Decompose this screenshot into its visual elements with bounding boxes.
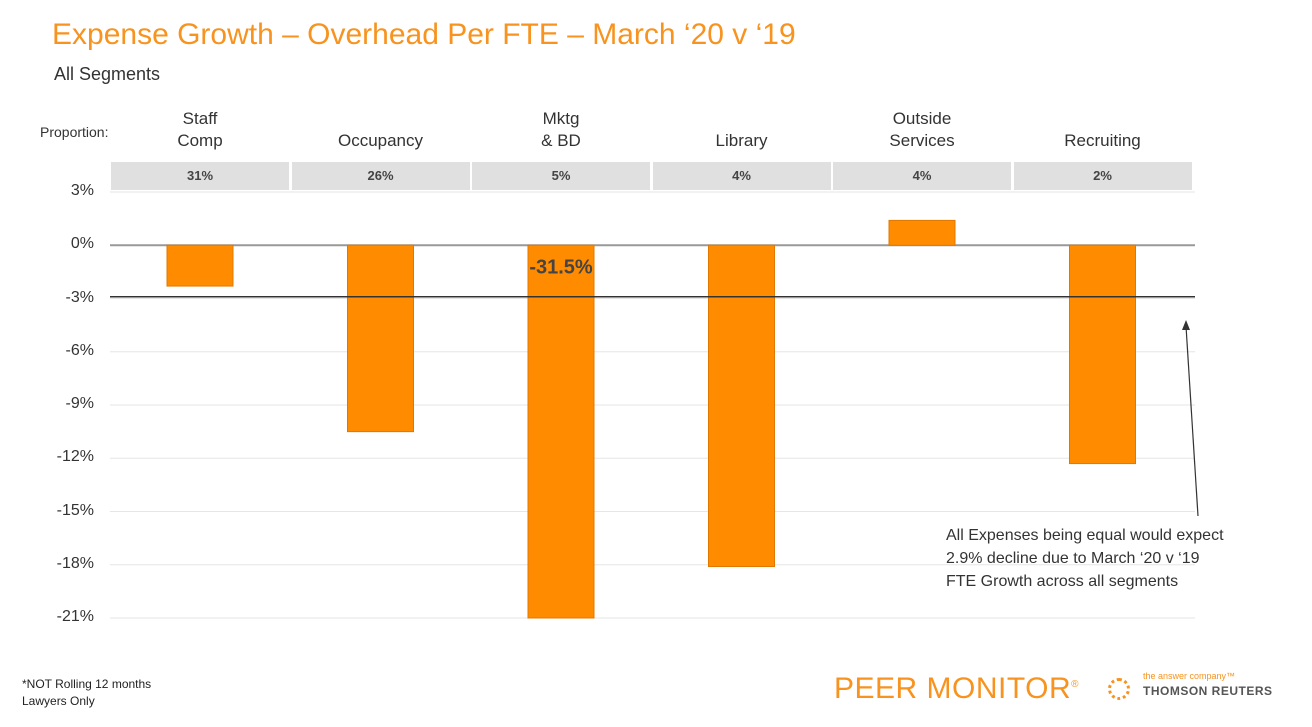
category-label: Library [657,130,827,152]
subtitle: All Segments [54,64,161,84]
y-tick-label: 0% [70,235,94,253]
proportion-value: 4% [652,162,831,190]
category-label-line: Services [889,131,955,150]
category-label: Outside Services [837,108,1007,152]
annotation: All Expenses being equal would expect 2.… [946,524,1224,593]
y-tick-label: -3% [65,288,94,306]
tagline: the answer company™ [1143,671,1236,681]
proportion-value: 26% [291,162,470,190]
thomson-reuters-logo: THOMSON REUTERS [1143,684,1273,698]
footnote-line: Lawyers Only [22,694,95,708]
category-label-line: Comp [177,131,223,150]
thomson-reuters-dots-icon [1108,678,1130,700]
category-label-line: Outside [892,109,952,128]
annotation-arrow [1185,325,1199,517]
bar [527,244,595,619]
bar [166,244,234,287]
category-label: Staff Comp [115,108,285,152]
y-tick-label: 3% [70,182,94,199]
peer-monitor-logo: PEER MONITOR® [834,672,1080,705]
category-label-line: Library [715,131,768,150]
peer-monitor-text: PEER MONITOR [834,672,1072,705]
bar [708,244,775,568]
category-label-line: & BD [541,131,581,150]
y-tick-label: -15% [56,501,94,519]
footnote-line: *NOT Rolling 12 months [22,677,152,691]
category-label-line: Staff [182,109,218,128]
proportion-label: Proportion: [40,124,109,140]
y-tick-label: -21% [56,608,94,625]
bar-data-label: -31.5% [529,256,593,278]
bar [888,219,956,246]
y-tick-label: -18% [56,554,94,572]
arrow-head-icon [1182,320,1190,330]
y-tick-label: -9% [65,395,94,412]
page-title: Expense Growth – Overhead Per FTE – Marc… [52,18,796,51]
proportion-value: 2% [1013,162,1192,190]
category-label-line: Recruiting [1064,131,1141,150]
bar [1069,244,1136,465]
footnote: *NOT Rolling 12 months Lawyers Only [22,676,151,710]
category-label: Mktg & BD [476,108,646,152]
bar [347,244,414,433]
category-label: Occupancy [296,130,466,152]
y-tick-label: -6% [65,341,94,359]
category-label: Recruiting [1018,130,1188,152]
category-label-line: Mktg [542,109,580,128]
proportion-value: 31% [111,162,289,190]
annotation-line: All Expenses being equal would expect [946,527,1224,544]
proportion-value: 5% [472,162,650,190]
y-tick-label: -12% [56,448,94,466]
category-label-line: Occupancy [337,131,424,150]
proportion-value: 4% [833,162,1011,190]
annotation-line: 2.9% decline due to March ‘20 v ‘19 [946,550,1200,567]
annotation-line: FTE Growth across all segments [946,573,1179,590]
